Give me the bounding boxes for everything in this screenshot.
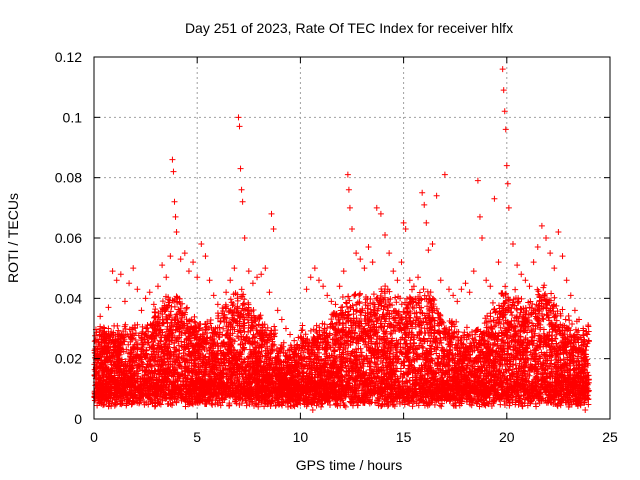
data-point	[562, 316, 569, 323]
data-point	[380, 306, 387, 313]
data-point	[463, 324, 470, 331]
data-point	[339, 293, 346, 300]
data-point	[118, 401, 125, 408]
data-point	[272, 330, 279, 337]
data-point	[238, 286, 245, 293]
chart-title: Day 251 of 2023, Rate Of TEC Index for r…	[185, 20, 513, 36]
data-points	[91, 66, 592, 413]
data-point	[342, 299, 349, 306]
data-point	[472, 331, 479, 338]
data-point	[403, 305, 410, 312]
data-point	[234, 297, 241, 304]
data-point	[356, 292, 363, 299]
data-point	[420, 345, 427, 352]
data-point	[217, 402, 224, 409]
data-point	[351, 292, 358, 299]
data-point	[409, 403, 416, 410]
data-point	[418, 296, 425, 303]
data-point	[241, 296, 248, 303]
data-point	[512, 286, 519, 293]
data-point	[229, 302, 236, 309]
data-point	[351, 291, 358, 298]
data-point	[540, 316, 547, 323]
data-point	[393, 299, 400, 306]
data-point	[115, 327, 122, 334]
data-point	[459, 341, 466, 348]
data-point	[551, 294, 558, 301]
data-point	[167, 319, 174, 326]
data-point	[313, 322, 320, 329]
data-point	[438, 403, 445, 410]
data-point	[220, 325, 227, 332]
data-point	[565, 313, 572, 320]
data-point	[392, 294, 399, 301]
data-point	[409, 286, 416, 293]
data-point	[378, 285, 385, 292]
data-point	[240, 300, 247, 307]
data-point	[316, 324, 323, 331]
data-point	[455, 337, 462, 344]
